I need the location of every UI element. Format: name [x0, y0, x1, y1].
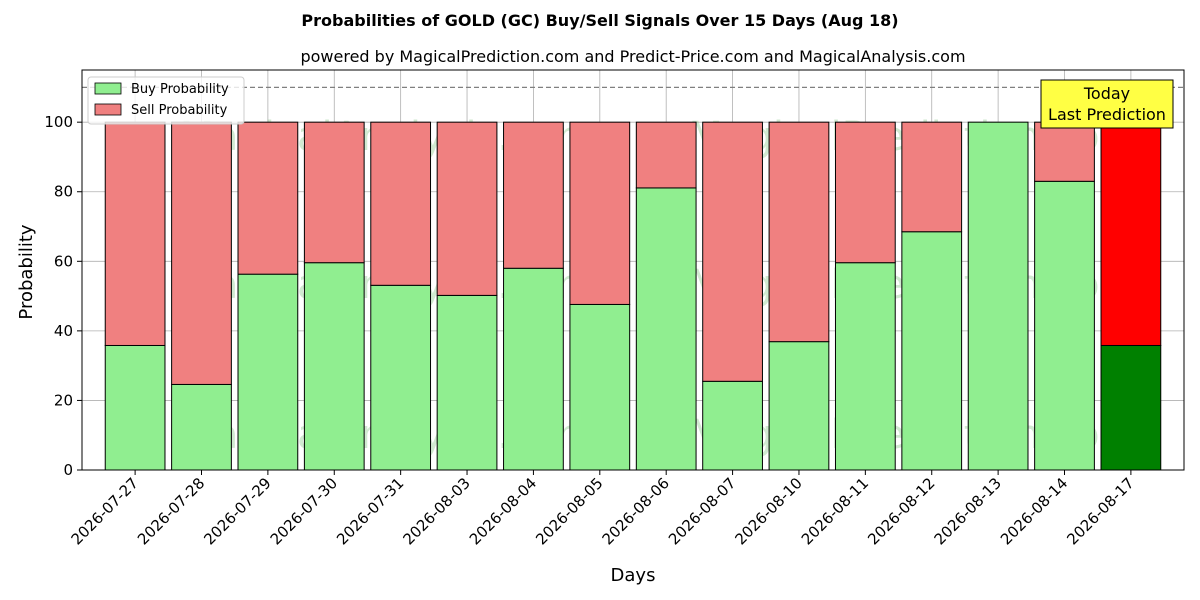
bar-sell	[303, 121, 365, 264]
legend-box	[87, 76, 245, 125]
bar-buy	[1034, 180, 1095, 471]
x-tick-label: 2026-08-03	[399, 474, 473, 548]
chart-subtitle: powered by MagicalPrediction.com and Pre…	[300, 47, 965, 66]
today-annotation: Today Last Prediction	[1040, 79, 1174, 129]
bar-sell	[1100, 121, 1162, 346]
annotation-line-1: Today	[1083, 84, 1130, 103]
legend-label-buy: Buy Probability	[131, 82, 229, 97]
bar-sell	[1034, 121, 1095, 182]
x-tick-label: 2026-07-28	[134, 474, 208, 548]
y-tick-label: 60	[54, 252, 73, 270]
x-tick-label: 2026-08-10	[731, 474, 805, 548]
bar-buy	[370, 284, 432, 471]
legend-swatch-sell	[94, 103, 122, 116]
y-tick-label: 100	[44, 113, 73, 131]
bar-sell	[768, 121, 830, 343]
x-tick-label: 2026-08-11	[798, 474, 872, 548]
bar-sell	[702, 121, 763, 382]
x-tick-label: 2026-08-13	[931, 474, 1005, 548]
bar-sell	[569, 121, 631, 305]
x-tick-label: 2026-08-17	[1063, 474, 1137, 548]
legend-swatch-buy	[94, 82, 122, 95]
x-tick-label: 2026-08-12	[864, 474, 938, 548]
x-tick-label: 2026-07-31	[333, 474, 407, 548]
bar-sell	[370, 121, 432, 286]
bars	[104, 121, 1162, 471]
y-axis-ticks: 0 20 40 60 80 100	[44, 113, 82, 479]
bar-sell	[171, 121, 232, 385]
bar-sell	[237, 121, 299, 275]
x-tick-label: 2026-08-14	[997, 474, 1071, 548]
y-tick-label: 0	[63, 461, 73, 479]
bar-sell	[901, 121, 963, 233]
bar-buy	[635, 187, 697, 471]
bar-buy	[569, 303, 631, 471]
bar-sell	[503, 121, 564, 269]
bar-buy	[702, 380, 763, 471]
y-tick-label: 20	[54, 391, 73, 409]
bar-buy	[171, 383, 232, 471]
x-axis-ticks: 2026-07-272026-07-282026-07-292026-07-30…	[68, 470, 1138, 548]
bar-buy	[967, 121, 1029, 471]
plot-frame	[81, 69, 1185, 471]
x-axis-label: Days	[611, 565, 656, 586]
annotation-line-2: Last Prediction	[1048, 105, 1166, 124]
bar-buy	[1100, 344, 1162, 471]
annotation-box	[1040, 79, 1174, 129]
bar-buy	[901, 231, 963, 471]
bar-buy	[768, 341, 830, 471]
chart-title: Probabilities of GOLD (GC) Buy/Sell Sign…	[301, 11, 898, 30]
bar-buy	[503, 267, 564, 471]
x-tick-label: 2026-07-30	[267, 474, 341, 548]
bar-buy	[303, 262, 365, 471]
bar-buy	[104, 344, 166, 471]
bar-sell	[104, 121, 166, 346]
x-tick-label: 2026-08-06	[599, 474, 673, 548]
bar-sell	[834, 121, 896, 264]
y-tick-label: 80	[54, 183, 73, 201]
bar-buy	[834, 262, 896, 471]
bar-sell	[635, 121, 697, 189]
y-tick-label: 40	[54, 322, 73, 340]
bar-sell	[436, 121, 498, 296]
x-tick-label: 2026-08-07	[665, 474, 739, 548]
y-axis-label: Probability	[16, 224, 37, 319]
bar-buy	[436, 294, 498, 471]
legend-label-sell: Sell Probability	[131, 103, 228, 118]
x-tick-label: 2026-07-29	[200, 474, 274, 548]
bar-buy	[237, 273, 299, 471]
x-tick-label: 2026-07-27	[68, 474, 142, 548]
legend: Buy Probability Sell Probability	[87, 76, 245, 125]
x-tick-label: 2026-08-04	[466, 474, 540, 548]
x-tick-label: 2026-08-05	[532, 474, 606, 548]
